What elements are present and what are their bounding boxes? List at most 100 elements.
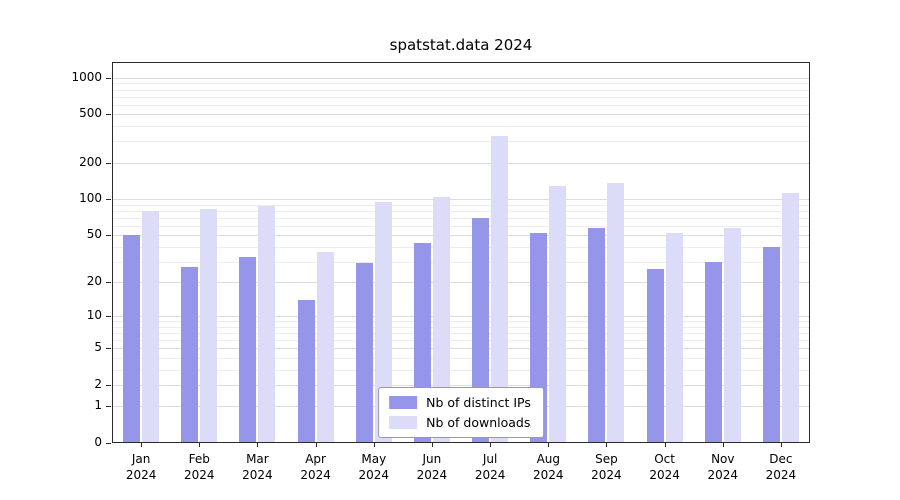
x-tick-label: Jun 2024 <box>400 451 464 483</box>
y-tick-label: 100 <box>79 191 102 206</box>
y-tick-mark <box>106 199 111 201</box>
minor-gridline <box>112 369 810 371</box>
y-tick-mark <box>106 282 111 284</box>
major-gridline <box>112 114 810 116</box>
x-tick-label: Dec 2024 <box>749 451 813 483</box>
major-gridline <box>112 316 810 318</box>
bar-ips-oct <box>646 268 664 443</box>
bar-ips-jan <box>123 235 141 443</box>
minor-gridline <box>112 210 810 212</box>
minor-gridline <box>112 225 810 227</box>
x-tick-label-year: 2024 <box>474 468 506 483</box>
bar-downloads-may <box>374 201 392 443</box>
bar-ips-dec <box>762 246 780 443</box>
minor-gridline <box>112 217 810 219</box>
x-tick-label-year: 2024 <box>125 468 157 483</box>
y-tick-label: 0 <box>94 435 102 449</box>
x-tick-label: Feb 2024 <box>167 451 231 483</box>
x-tick-mark <box>490 443 492 447</box>
legend-item-distinct-ips: Nb of distinct IPs <box>389 395 531 410</box>
y-tick-label: 500 <box>79 106 102 121</box>
major-gridline <box>112 282 810 284</box>
minor-gridline <box>112 357 810 359</box>
x-tick-label: Oct 2024 <box>633 451 697 483</box>
chart-title: spatstat.data 2024 <box>389 36 533 54</box>
x-tick-mark <box>141 443 143 447</box>
y-tick-mark <box>106 235 111 237</box>
x-tick-label-month: Oct <box>654 452 675 466</box>
minor-gridline <box>112 246 810 248</box>
legend: Nb of distinct IPs Nb of downloads <box>378 387 544 438</box>
minor-gridline <box>112 321 810 323</box>
bar-downloads-dec <box>781 193 799 443</box>
minor-gridline <box>112 261 810 263</box>
minor-gridline <box>112 204 810 206</box>
bar-ips-may <box>355 263 373 443</box>
x-tick-label-year: 2024 <box>707 468 739 483</box>
x-tick-label-month: Mar <box>246 452 269 466</box>
legend-item-downloads: Nb of downloads <box>389 415 531 430</box>
x-tick-label-month: Jan <box>131 452 151 466</box>
x-tick-mark <box>431 443 433 447</box>
bar-downloads-sep <box>607 183 625 443</box>
y-tick-label: 20 <box>86 274 102 289</box>
bar-downloads-apr <box>316 252 334 443</box>
x-tick-label-year: 2024 <box>591 468 622 483</box>
x-tick-label: Jul 2024 <box>458 451 522 483</box>
y-tick-label: 200 <box>79 154 102 169</box>
y-tick-mark <box>106 406 111 408</box>
bar-downloads-jul <box>491 136 509 443</box>
bar-downloads-jan <box>142 210 160 443</box>
major-gridline <box>112 77 810 79</box>
major-gridline <box>112 199 810 201</box>
x-tick-label-month: Nov <box>711 452 735 466</box>
minor-gridline <box>112 104 810 106</box>
x-tick-mark <box>257 443 259 447</box>
legend-label-distinct-ips: Nb of distinct IPs <box>426 395 531 410</box>
x-tick-label-year: 2024 <box>184 468 215 483</box>
x-tick-label-month: Aug <box>536 452 561 466</box>
minor-gridline <box>112 83 810 85</box>
x-tick-label: Jan 2024 <box>109 451 173 483</box>
x-tick-label-year: 2024 <box>533 468 564 483</box>
x-tick-label-month: May <box>361 452 387 466</box>
y-tick-mark <box>106 443 111 444</box>
y-tick-label: 5 <box>94 340 102 355</box>
x-tick-label: Aug 2024 <box>516 451 580 483</box>
x-tick-mark <box>664 443 666 447</box>
minor-gridline <box>112 141 810 143</box>
legend-swatch-downloads <box>389 416 418 429</box>
x-tick-label-year: 2024 <box>649 468 680 483</box>
x-tick-label: Mar 2024 <box>225 451 289 483</box>
x-tick-label: May 2024 <box>342 451 406 483</box>
bar-ips-sep <box>588 228 606 443</box>
y-tick-label: 10 <box>86 308 102 323</box>
x-tick-mark <box>606 443 608 447</box>
bar-ips-jul <box>472 217 490 443</box>
bar-downloads-nov <box>723 227 741 443</box>
major-gridline <box>112 162 810 164</box>
bar-downloads-mar <box>258 205 276 443</box>
x-tick-label-year: 2024 <box>416 468 448 483</box>
x-tick-label: Nov 2024 <box>691 451 755 483</box>
bar-ips-feb <box>181 266 199 443</box>
y-tick-label: 1 <box>94 398 102 413</box>
major-gridline <box>112 235 810 237</box>
bar-ips-nov <box>704 261 722 443</box>
x-tick-mark <box>373 443 375 447</box>
major-gridline <box>112 348 810 350</box>
legend-label-downloads: Nb of downloads <box>426 415 531 430</box>
plot-area: Nb of distinct IPs Nb of downloads <box>112 62 810 443</box>
x-tick-label-month: Jul <box>482 452 498 466</box>
x-tick-mark <box>199 443 201 447</box>
minor-gridline <box>112 333 810 335</box>
x-tick-label-year: 2024 <box>358 468 390 483</box>
x-tick-label-year: 2024 <box>765 468 797 483</box>
x-tick-label-year: 2024 <box>242 468 273 483</box>
x-tick-label-month: Sep <box>595 452 618 466</box>
y-tick-mark <box>106 316 111 318</box>
x-tick-mark <box>548 443 550 447</box>
bar-downloads-jun <box>432 196 450 443</box>
x-tick-label-month: Apr <box>305 452 326 466</box>
